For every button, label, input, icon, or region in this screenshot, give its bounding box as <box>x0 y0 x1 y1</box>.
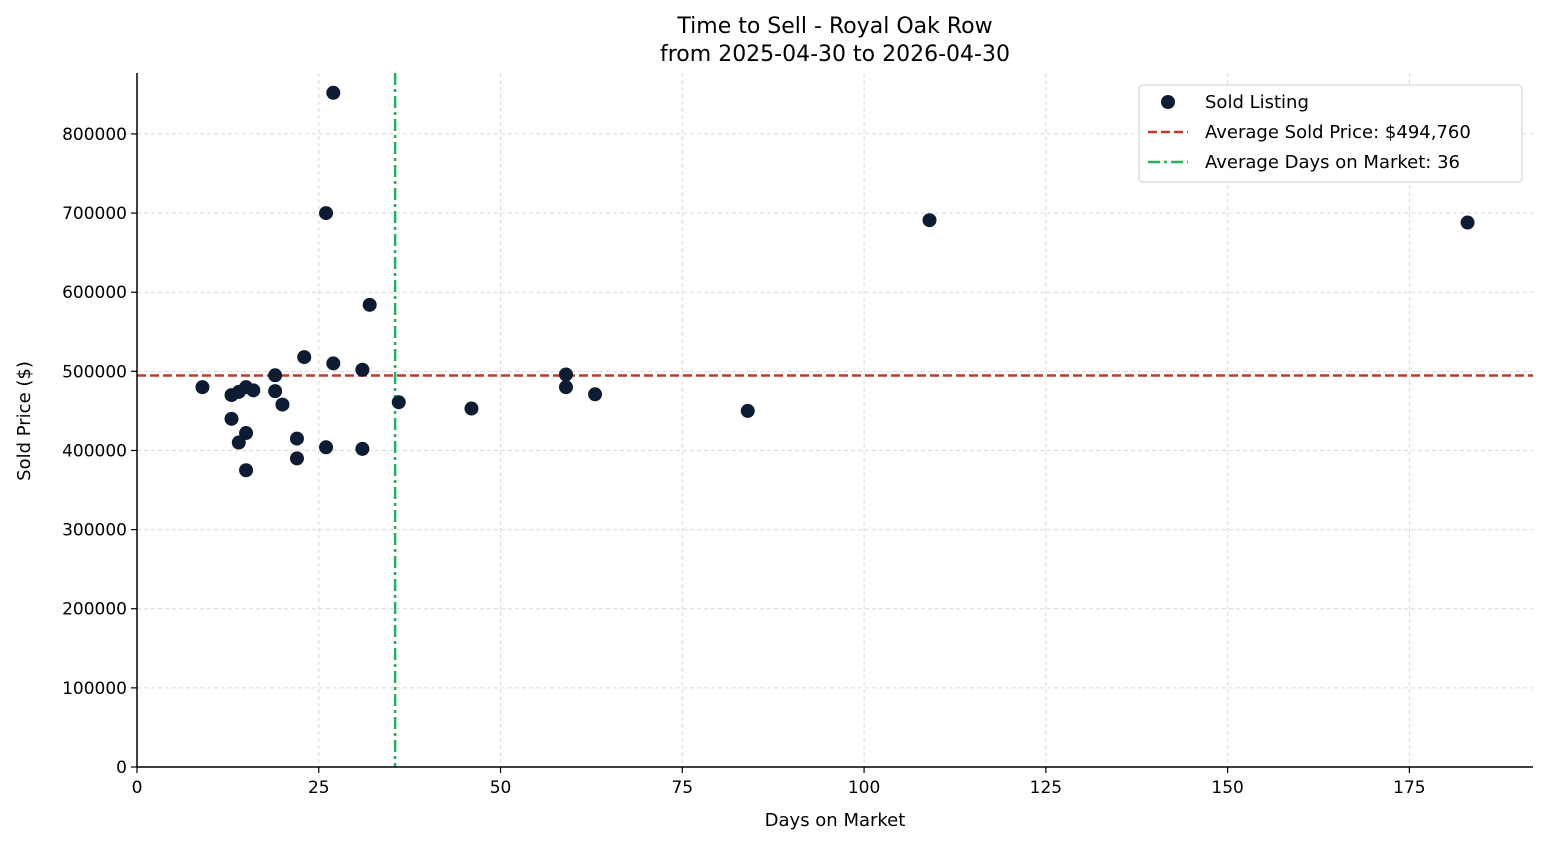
y-tick-label: 600000 <box>62 283 127 303</box>
y-axis-label: Sold Price ($) <box>14 361 35 481</box>
data-point <box>1460 215 1475 230</box>
y-tick-label: 200000 <box>62 600 127 620</box>
legend-sold-listing-label: Sold Listing <box>1205 92 1309 113</box>
y-tick-label: 700000 <box>62 204 127 224</box>
data-point <box>740 403 755 418</box>
data-point <box>319 440 334 455</box>
chart-title: Time to Sell - Royal Oak Row <box>676 14 992 39</box>
x-axis-label: Days on Market <box>765 810 906 831</box>
x-tick-label: 25 <box>308 778 330 798</box>
legend-sold-listing-marker <box>1161 95 1175 109</box>
data-point <box>355 441 370 456</box>
data-point <box>355 362 370 377</box>
x-tick-label: 175 <box>1393 778 1425 798</box>
data-points <box>195 85 1475 478</box>
data-point <box>231 435 246 450</box>
x-tick-label: 0 <box>132 778 143 798</box>
y-tick-label: 100000 <box>62 679 127 699</box>
data-point <box>588 387 603 402</box>
data-point <box>224 411 239 426</box>
data-point <box>319 206 334 221</box>
data-point <box>922 213 937 228</box>
data-point <box>289 431 304 446</box>
chart-subtitle: from 2025-04-30 to 2026-04-30 <box>660 42 1010 67</box>
y-tick-label: 500000 <box>62 362 127 382</box>
data-point <box>464 401 479 416</box>
data-point <box>326 85 341 100</box>
x-tick-label: 100 <box>848 778 880 798</box>
legend-box <box>1138 84 1523 183</box>
data-point <box>195 380 210 395</box>
data-point <box>362 297 377 312</box>
y-tick-label: 800000 <box>62 125 127 145</box>
data-point <box>268 384 283 399</box>
data-point <box>297 350 312 365</box>
x-tick-label: 150 <box>1211 778 1243 798</box>
data-point <box>326 356 341 371</box>
data-point <box>239 463 254 478</box>
x-tick-label: 75 <box>671 778 693 798</box>
data-point <box>558 367 573 382</box>
y-tick-label: 300000 <box>62 521 127 541</box>
axes <box>131 73 1533 773</box>
data-point <box>391 395 406 410</box>
x-tick-label: 50 <box>490 778 512 798</box>
data-point <box>239 426 254 441</box>
x-tick-label: 125 <box>1030 778 1062 798</box>
data-point <box>268 368 283 383</box>
data-point <box>275 397 290 412</box>
legend-average-price-label: Average Sold Price: $494,760 <box>1205 122 1471 143</box>
reference-lines <box>137 73 1533 767</box>
data-point <box>246 383 261 398</box>
legend: Sold Listing Average Sold Price: $494,760… <box>1138 84 1523 183</box>
tick-labels: 0 25 50 75 100 125 150 175 0 100000 200000 300000 40… <box>62 125 1426 798</box>
data-point <box>558 380 573 395</box>
data-point <box>289 451 304 466</box>
y-tick-label: 0 <box>116 758 127 778</box>
legend-average-days-label: Average Days on Market: 36 <box>1205 152 1460 173</box>
y-tick-label: 400000 <box>62 441 127 461</box>
